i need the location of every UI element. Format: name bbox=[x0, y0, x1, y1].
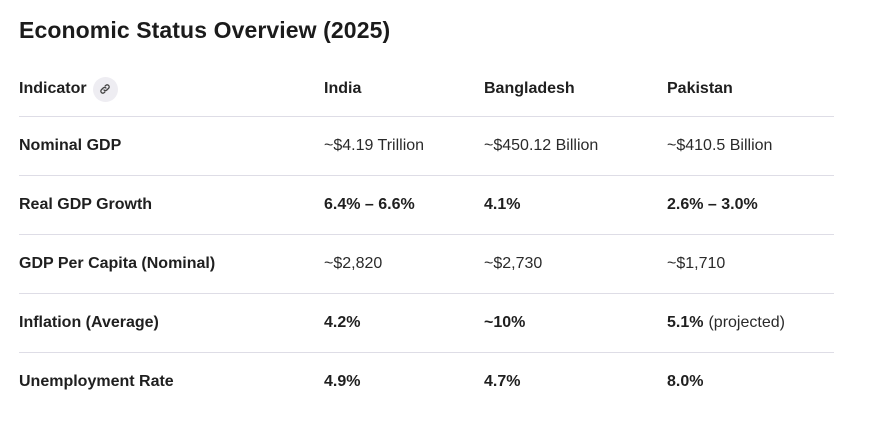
bangladesh-cell: ~$2,730 bbox=[484, 255, 543, 272]
header-indicator-label: Indicator bbox=[19, 80, 87, 97]
page-title: Economic Status Overview (2025) bbox=[19, 17, 391, 43]
pakistan-cell: 2.6% – 3.0% bbox=[667, 196, 758, 213]
indicator-cell: Inflation (Average) bbox=[19, 314, 159, 331]
economic-table: Indicator India Bangladesh Pakistan Nomi… bbox=[19, 62, 834, 411]
table-row: GDP Per Capita (Nominal) ~$2,820 ~$2,730… bbox=[19, 235, 834, 294]
copy-link-button[interactable] bbox=[92, 76, 118, 102]
pakistan-cell: 5.1% (projected) bbox=[667, 294, 785, 352]
pakistan-cell: 8.0% bbox=[667, 373, 704, 390]
bangladesh-cell: 4.1% bbox=[484, 196, 521, 213]
pakistan-cell: ~$1,710 bbox=[667, 255, 726, 272]
table-row: Nominal GDP ~$4.19 Trillion ~$450.12 Bil… bbox=[19, 117, 834, 176]
india-cell: 4.9% bbox=[324, 373, 361, 390]
pakistan-cell: ~$410.5 Billion bbox=[667, 137, 773, 154]
link-icon bbox=[100, 84, 110, 94]
indicator-cell: Real GDP Growth bbox=[19, 196, 153, 213]
header-pakistan: Pakistan bbox=[667, 80, 733, 97]
indicator-cell: Nominal GDP bbox=[19, 137, 122, 154]
header-bangladesh: Bangladesh bbox=[484, 80, 575, 97]
india-cell: 6.4% – 6.6% bbox=[324, 196, 415, 213]
india-cell: 4.2% bbox=[324, 314, 361, 331]
pakistan-note: (projected) bbox=[708, 314, 785, 331]
india-cell: ~$4.19 Trillion bbox=[324, 137, 425, 154]
india-cell: ~$2,820 bbox=[324, 255, 383, 272]
table-row: Real GDP Growth 6.4% – 6.6% 4.1% 2.6% – … bbox=[19, 176, 834, 235]
bangladesh-cell: ~$450.12 Billion bbox=[484, 137, 599, 154]
table-header-row: Indicator India Bangladesh Pakistan bbox=[19, 62, 834, 117]
table-row: Inflation (Average) 4.2% ~10% 5.1% (proj… bbox=[19, 294, 834, 353]
table-row: Unemployment Rate 4.9% 4.7% 8.0% bbox=[19, 353, 834, 411]
bangladesh-cell: 4.7% bbox=[484, 373, 521, 390]
header-indicator: Indicator bbox=[19, 62, 118, 116]
pakistan-value: 5.1% bbox=[667, 314, 704, 331]
bangladesh-cell: ~10% bbox=[484, 314, 526, 331]
header-india: India bbox=[324, 80, 362, 97]
indicator-cell: Unemployment Rate bbox=[19, 373, 174, 390]
indicator-cell: GDP Per Capita (Nominal) bbox=[19, 255, 216, 272]
